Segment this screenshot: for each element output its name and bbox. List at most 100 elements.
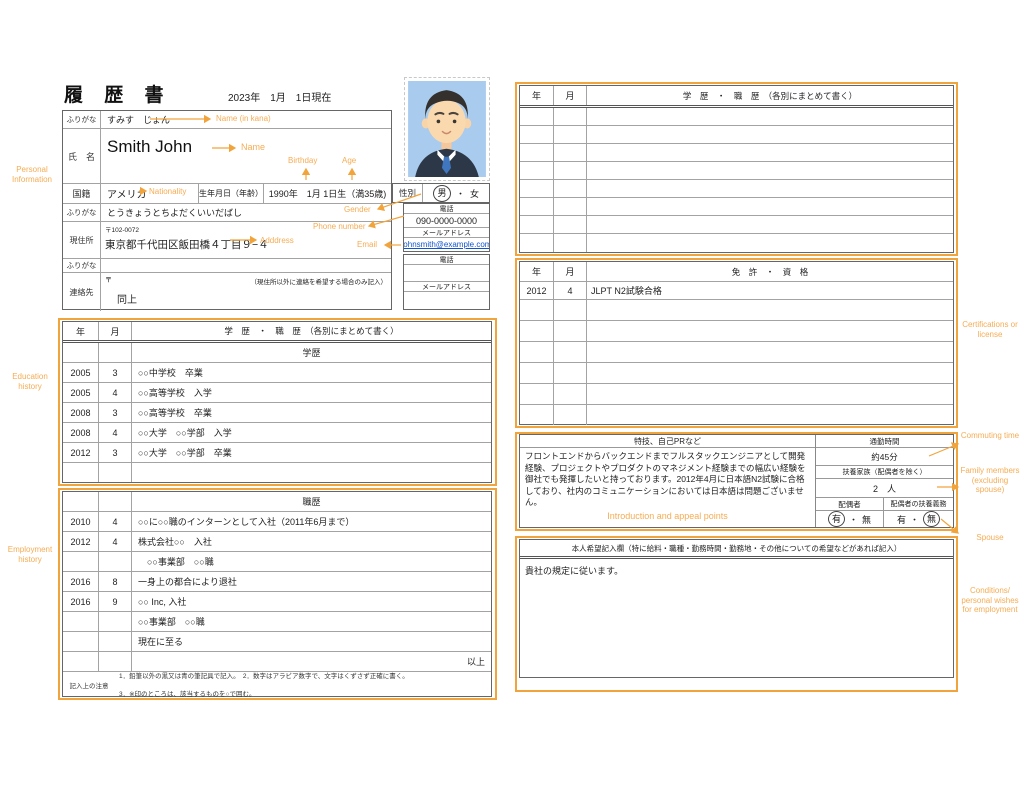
education-history-annotation: Education history xyxy=(12,372,48,391)
wishes-body: 貴社の規定に従います。 xyxy=(525,566,624,576)
end-mark: 以上 xyxy=(466,657,485,667)
wishes-section: 本人希望記入欄（特に給料・職種・勤務時間・勤務地・その他についての希望などがあれ… xyxy=(519,539,954,678)
commute-label: 通勤時間 xyxy=(816,435,953,448)
table-row: 2010 4 ○○に○○職のインターンとして入社（2011年6月まで） xyxy=(63,512,491,532)
table-row xyxy=(520,384,953,405)
table-row: 現在に至る xyxy=(63,632,491,652)
education-history-table: 年 月 学 歴 ・ 職 歴 （各別にまとめて書く） 学歴 2005 3 ○○中学… xyxy=(62,321,492,483)
phone-value: 090-0000-0000 xyxy=(415,215,478,226)
dependents-label: 扶養家族（配偶者を除く） xyxy=(816,466,953,479)
contact-phone-value xyxy=(404,265,489,281)
date-note: 2023年 1月 1日現在 xyxy=(228,93,332,104)
table-row: 2012 4 株式会社○○ 入社 xyxy=(63,532,491,552)
pr-box xyxy=(515,432,958,531)
phone-email-block: 電話 090-0000-0000 メールアドレス johnsmith@examp… xyxy=(403,203,490,252)
conditions-annotation: Conditions/ personal wishes for employme… xyxy=(961,586,1019,614)
table-row xyxy=(520,321,953,342)
table-row xyxy=(520,144,953,162)
email-label: メールアドレス xyxy=(422,229,471,237)
family-members-annotation: Family members (excluding spouse) xyxy=(960,466,1020,494)
gender-field: 性別 男 ・ 女 xyxy=(392,183,490,203)
email-annotation: Email xyxy=(357,240,378,249)
furigana-value: すみす じょん xyxy=(107,115,171,125)
table-row: 学歴 xyxy=(63,343,491,363)
table-row: 2005 4 ○○高等学校 入学 xyxy=(63,383,491,403)
phone-number-annotation: Phone number xyxy=(313,222,366,231)
address-value: 東京都千代田区飯田橋４丁目９−４ xyxy=(105,239,269,251)
notes-label: 記入上の注意 xyxy=(69,683,109,690)
table-row xyxy=(520,216,953,234)
pr-section: 特技、自己PRなど フロントエンドからバックエンドまでフルスタックエンジニアとし… xyxy=(519,434,954,528)
name-label: 氏 名 xyxy=(63,129,101,183)
spouse-annotation: Spouse xyxy=(976,533,1004,542)
birthday-label: 生年月日（年齢） xyxy=(199,184,264,203)
contact-phone-label: 電話 xyxy=(439,256,454,264)
commuting-time-annotation: Commuting time xyxy=(960,431,1020,440)
wishes-box xyxy=(515,536,958,692)
contact-value: 同上 xyxy=(117,295,137,306)
notes-row: 記入上の注意 1．鉛筆以外の黒又は青の筆記具で記入。 2．数字はアラビア数字で、… xyxy=(63,672,491,698)
table-row: 2012 4 JLPT N2試験合格 xyxy=(520,282,953,300)
pr-title: 特技、自己PRなど xyxy=(520,435,815,448)
dependents-value: 2 人 xyxy=(816,479,953,498)
right-history-box xyxy=(515,82,958,256)
col-content: 免 許 ・ 資 格 xyxy=(731,266,809,277)
license-table: 年 月 免 許 ・ 資 格 2012 4 JLPT N2試験合格 xyxy=(519,261,954,425)
name-annotation: Name xyxy=(241,142,266,152)
section-label: 学歴 xyxy=(302,348,321,358)
introduction-annotation: Introduction and appeal points xyxy=(607,510,728,521)
wishes-title: 本人希望記入欄（特に給料・職種・勤務時間・勤務地・その他についての希望などがあれ… xyxy=(571,543,902,553)
table-row xyxy=(520,363,953,384)
spouse-duty-label: 配偶者の扶養義務 xyxy=(890,501,947,508)
address-annotation: Adddress xyxy=(260,236,294,245)
birthday-value: 1990年 1月 1日生（満35歳) xyxy=(268,189,387,199)
table-row: 2008 3 ○○高等学校 卒業 xyxy=(63,403,491,423)
table-row: ○○事業部 ○○職 xyxy=(63,612,491,632)
spouse-label: 配偶者 xyxy=(816,498,884,510)
col-content: 学 歴 ・ 職 歴 （各別にまとめて書く） xyxy=(682,90,858,101)
personal-info-table: ふりがな すみす じょん 氏 名 Smith John 国籍 アメリカ 生年月日… xyxy=(62,110,392,311)
commute-value: 約45分 xyxy=(816,448,953,466)
certifications-annotation: Certifications or license xyxy=(962,320,1018,339)
employment-history-table: 職歴 2010 4 ○○に○○職のインターンとして入社（2011年6月まで） 2… xyxy=(62,491,492,698)
page-title: 履 歴 書 xyxy=(64,85,172,106)
education-history-box xyxy=(58,318,497,486)
address-furigana-value: とうきょうとちよだくいいだばし xyxy=(107,208,243,218)
personal-information-annotation: Personal Information xyxy=(11,165,53,184)
spouse-value: 有 ・ 無 xyxy=(816,511,884,527)
gender-male-circled: 男 xyxy=(432,184,451,202)
col-content: 学 歴 ・ 職 歴 （各別にまとめて書く） xyxy=(224,326,399,336)
photo-frame xyxy=(404,77,490,181)
col-year: 年 xyxy=(63,322,99,340)
email-link[interactable]: johnsmith@example.com xyxy=(404,240,489,249)
age-annotation: Age xyxy=(342,156,357,165)
col-month: 月 xyxy=(554,86,587,105)
gender-annotation: Gender xyxy=(344,205,371,214)
col-month: 月 xyxy=(554,262,587,281)
section-label: 職歴 xyxy=(302,497,321,507)
employment-history-box xyxy=(58,488,497,700)
notes-line1: 1．鉛筆以外の黒又は青の筆記具で記入。 2．数字はアラビア数字で、文字はくずさず… xyxy=(119,672,409,680)
contact-phone-email-block: 電話 メールアドレス xyxy=(403,254,490,310)
nationality-annotation: Nationality xyxy=(149,187,187,196)
postal-code: 〒102-0072 xyxy=(105,227,139,234)
address-furigana-label: ふりがな xyxy=(63,204,101,221)
gender-dot: ・ xyxy=(455,188,465,199)
furigana-label: ふりがな xyxy=(63,111,101,128)
avatar-icon xyxy=(408,81,486,177)
nationality-label: 国籍 xyxy=(63,184,101,203)
employment-history-annotation: Employment history xyxy=(7,545,53,564)
notes-line2: 3．※印のところは、該当するものを○で囲む。 xyxy=(119,690,256,698)
spouse-yes-circled: 有 xyxy=(827,511,845,527)
table-row: 職歴 xyxy=(63,492,491,512)
table-row: 2016 9 ○○ Inc, 入社 xyxy=(63,592,491,612)
table-row: 2008 4 ○○大学 ○○学部 入学 xyxy=(63,423,491,443)
nationality-value: アメリカ xyxy=(101,184,199,203)
table-row: 2016 8 一身上の都合により退社 xyxy=(63,572,491,592)
license-box xyxy=(515,258,958,428)
table-row xyxy=(520,198,953,216)
table-row xyxy=(63,463,491,482)
name-kana-annotation: Name (in kana) xyxy=(216,114,271,123)
pr-body: フロントエンドからバックエンドまでフルスタックエンジニアとして開発経験、プロジェ… xyxy=(525,451,806,507)
